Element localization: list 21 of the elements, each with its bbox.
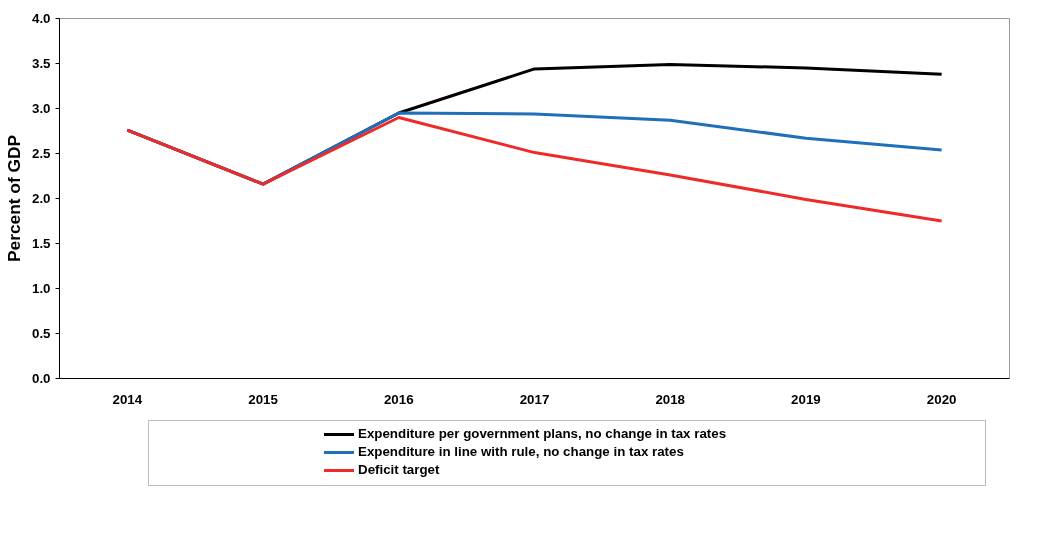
legend-label: Expenditure per government plans, no change in tax rates — [358, 425, 727, 444]
x-tick-label: 2016 — [383, 391, 414, 407]
y-tick-label: 1.5 — [31, 236, 52, 251]
x-tick-label: 2018 — [655, 391, 686, 407]
x-tick-label: 2015 — [248, 391, 279, 407]
x-tick-label: 2019 — [791, 391, 821, 407]
y-tick-label: 1.0 — [31, 281, 51, 296]
y-tick-label: 3.5 — [31, 56, 52, 71]
y-tick-label: 2.0 — [31, 191, 51, 206]
legend-label: Deficit target — [358, 461, 440, 480]
y-tick-label: 3.0 — [31, 101, 51, 116]
y-tick-label: 2.5 — [31, 146, 52, 161]
line-series — [125, 116, 944, 223]
x-tick-label: 2014 — [112, 391, 143, 407]
y-tick-label: 4.0 — [31, 11, 51, 26]
y-tick-label: 0.0 — [31, 371, 51, 386]
y-axis-title: Percent of GDP — [3, 134, 24, 263]
y-tick-label: 0.5 — [31, 326, 52, 341]
x-tick-label: 2020 — [926, 391, 957, 407]
x-tick-label: 2017 — [519, 391, 550, 407]
legend-label: Expenditure in line with rule, no change in tax rates — [358, 443, 684, 462]
